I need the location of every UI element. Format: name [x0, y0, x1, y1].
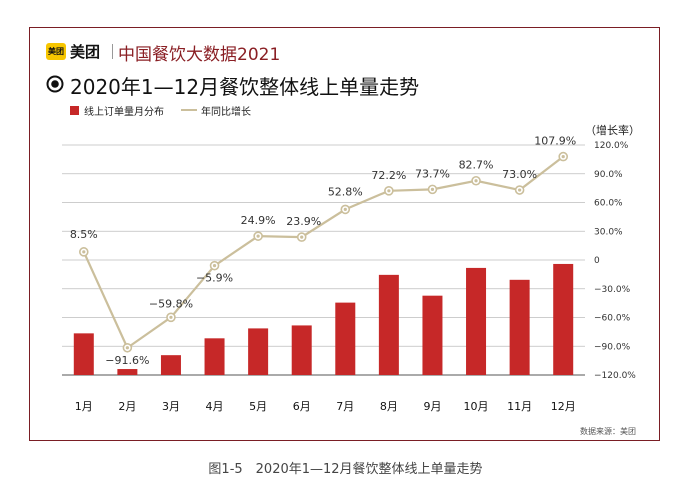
bar-10: [466, 267, 487, 375]
growth-point-dot: [82, 250, 86, 254]
legend-bar-label: 线上订单量月分布: [84, 107, 164, 118]
growth-point-dot: [518, 188, 522, 192]
right-axis-tick-label: 0: [594, 256, 600, 266]
right-axis-tick-label: 120.0%: [594, 141, 629, 151]
x-tick-label: 12月: [551, 400, 576, 413]
x-tick-label: 2月: [118, 400, 136, 413]
growth-data-label: 72.2%: [371, 169, 406, 182]
right-axis-tick-label: 90.0%: [594, 170, 623, 180]
x-tick-label: 10月: [464, 400, 489, 413]
right-axis-tick-label: −120.0%: [594, 371, 636, 381]
bar-9: [422, 295, 443, 375]
bar-3: [160, 355, 181, 375]
bar-1: [73, 333, 94, 375]
growth-point-dot: [169, 315, 173, 319]
growth-line: [82, 155, 564, 350]
brand-name: 美团: [70, 43, 101, 61]
growth-point-dot: [212, 264, 217, 268]
bar-5: [248, 328, 269, 375]
growth-point-dot: [300, 235, 304, 239]
growth-data-label: 23.9%: [286, 215, 321, 228]
legend-line-swatch: [181, 109, 197, 111]
growth-point-dot: [256, 234, 260, 238]
x-tick-label: 6月: [293, 400, 311, 413]
right-axis-tick-label: 60.0%: [594, 199, 623, 209]
x-tick-label: 7月: [336, 400, 354, 413]
bar-4: [204, 338, 225, 375]
growth-data-label: −5.9%: [196, 272, 233, 285]
growth-point-dot: [387, 189, 391, 193]
growth-data-label: 73.7%: [415, 167, 450, 180]
legend-bar-swatch: [70, 106, 79, 115]
growth-data-label: 73.0%: [502, 168, 537, 181]
right-axis-tick-label: −60.0%: [594, 314, 631, 324]
growth-point-dot: [430, 187, 435, 191]
bar-2: [117, 369, 138, 375]
right-axis-tick-label: 30.0%: [594, 227, 623, 237]
x-tick-label: 1月: [75, 400, 93, 413]
x-tick-label: 3月: [162, 400, 180, 413]
growth-data-label: 24.9%: [241, 214, 276, 227]
growth-data-label: −59.8%: [149, 297, 193, 310]
growth-data-label: 52.8%: [328, 185, 363, 198]
growth-data-label: 107.9%: [534, 135, 576, 148]
bar-7: [335, 302, 356, 375]
x-tick-label: 5月: [249, 400, 267, 413]
growth-data-label: −91.6%: [105, 354, 149, 367]
target-bullet-icon: [46, 75, 64, 93]
growth-point-dot: [561, 154, 565, 159]
x-tick-label: 4月: [206, 400, 224, 413]
right-axis-title: （增长率）: [585, 124, 640, 137]
bar-8: [378, 274, 399, 375]
growth-data-label: 8.5%: [70, 228, 98, 241]
growth-point-dot: [474, 179, 478, 183]
growth-point-dot: [343, 207, 347, 211]
right-axis-tick-label: −90.0%: [594, 342, 631, 352]
x-tick-label: 9月: [423, 400, 441, 413]
growth-point-dot: [125, 346, 129, 350]
right-axis-tick-label: −30.0%: [594, 285, 631, 295]
x-tick-label: 8月: [380, 400, 398, 413]
bar-12: [553, 263, 574, 375]
chart-title: 2020年1—12月餐饮整体线上单量走势: [70, 75, 420, 99]
x-tick-label: 11月: [507, 400, 532, 413]
bar-6: [291, 325, 312, 375]
legend-line-label: 年同比增长: [201, 107, 251, 118]
report-title: 中国餐饮大数据2021: [118, 45, 281, 65]
source-note: 数据来源：美团: [580, 427, 636, 436]
brand-separator: [112, 44, 113, 59]
growth-data-label: 82.7%: [459, 159, 494, 172]
figure-caption: 图1-5 2020年1—12月餐饮整体线上单量走势: [208, 462, 483, 477]
bar-11: [509, 279, 530, 375]
meituan-logo-icon: 美团: [46, 43, 66, 60]
